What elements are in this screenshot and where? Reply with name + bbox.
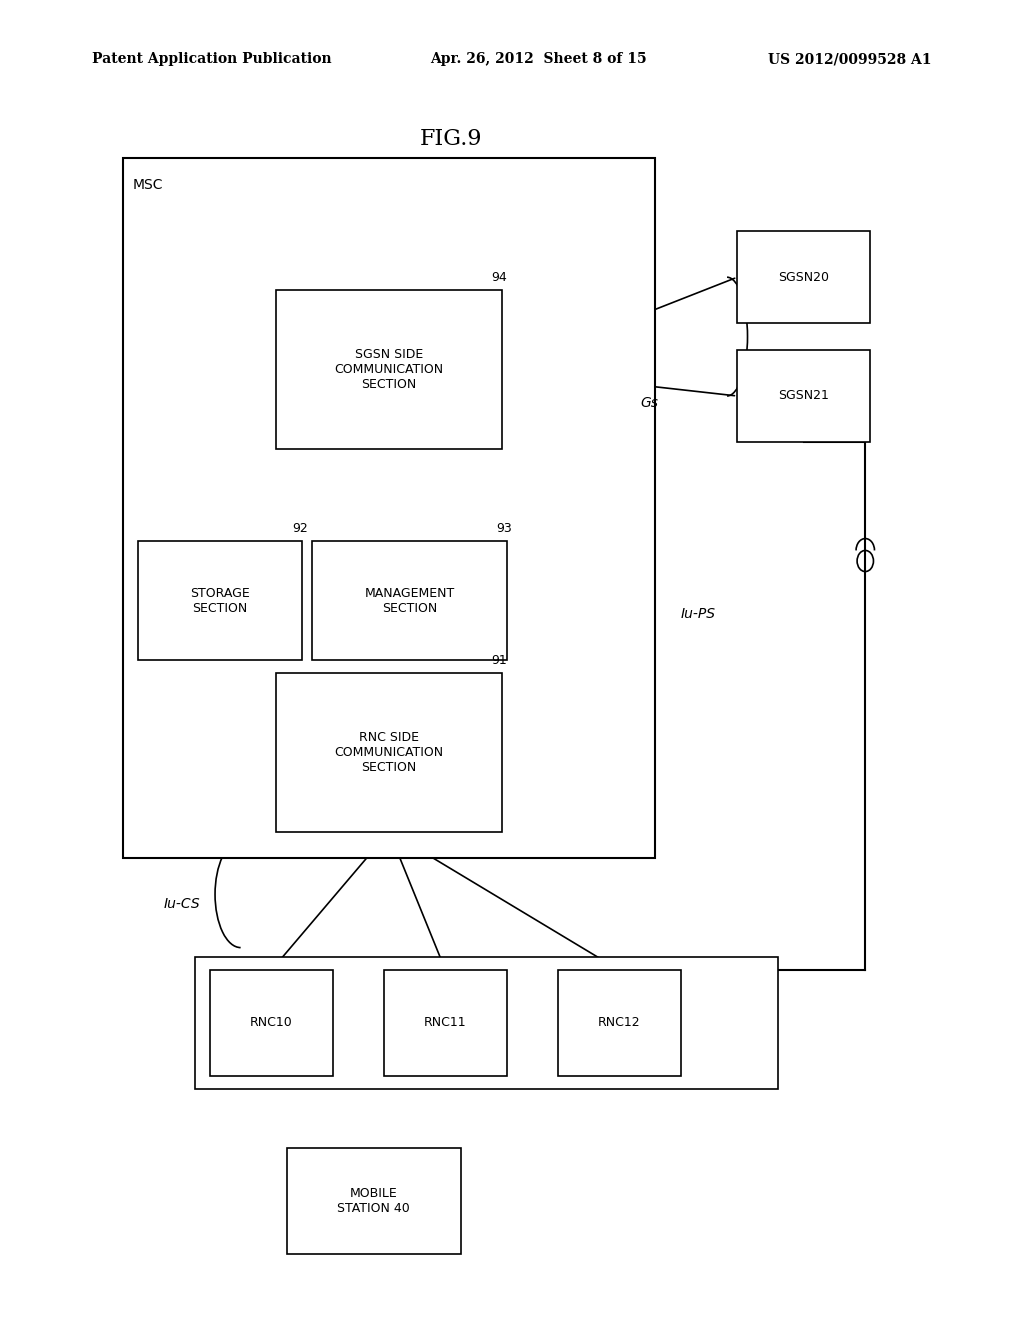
- Text: Iu-PS: Iu-PS: [681, 607, 716, 620]
- Text: MOBILE
STATION 40: MOBILE STATION 40: [337, 1187, 411, 1216]
- Text: 91: 91: [492, 653, 507, 667]
- Text: SGSN21: SGSN21: [778, 389, 829, 403]
- FancyBboxPatch shape: [210, 970, 333, 1076]
- Text: 93: 93: [497, 521, 512, 535]
- Text: Apr. 26, 2012  Sheet 8 of 15: Apr. 26, 2012 Sheet 8 of 15: [430, 53, 647, 66]
- Text: FIG.9: FIG.9: [419, 128, 482, 149]
- Text: US 2012/0099528 A1: US 2012/0099528 A1: [768, 53, 932, 66]
- FancyBboxPatch shape: [287, 1148, 461, 1254]
- Text: SGSN20: SGSN20: [778, 271, 829, 284]
- Text: Iu-CS: Iu-CS: [164, 898, 201, 911]
- FancyBboxPatch shape: [195, 957, 778, 1089]
- Text: MSC: MSC: [133, 178, 164, 193]
- FancyBboxPatch shape: [312, 541, 507, 660]
- Text: RNC10: RNC10: [250, 1016, 293, 1030]
- Text: STORAGE
SECTION: STORAGE SECTION: [190, 586, 250, 615]
- FancyBboxPatch shape: [737, 350, 870, 442]
- FancyBboxPatch shape: [123, 158, 655, 858]
- FancyBboxPatch shape: [737, 231, 870, 323]
- Text: MANAGEMENT
SECTION: MANAGEMENT SECTION: [365, 586, 455, 615]
- FancyBboxPatch shape: [558, 970, 681, 1076]
- Text: 94: 94: [492, 271, 507, 284]
- Text: 92: 92: [292, 521, 307, 535]
- Text: SGSN SIDE
COMMUNICATION
SECTION: SGSN SIDE COMMUNICATION SECTION: [335, 348, 443, 391]
- Text: Patent Application Publication: Patent Application Publication: [92, 53, 332, 66]
- FancyBboxPatch shape: [276, 673, 502, 832]
- Text: RNC SIDE
COMMUNICATION
SECTION: RNC SIDE COMMUNICATION SECTION: [335, 731, 443, 774]
- FancyBboxPatch shape: [384, 970, 507, 1076]
- Text: Gs: Gs: [640, 396, 658, 409]
- Text: RNC12: RNC12: [598, 1016, 641, 1030]
- Text: RNC11: RNC11: [424, 1016, 467, 1030]
- FancyBboxPatch shape: [138, 541, 302, 660]
- FancyBboxPatch shape: [276, 290, 502, 449]
